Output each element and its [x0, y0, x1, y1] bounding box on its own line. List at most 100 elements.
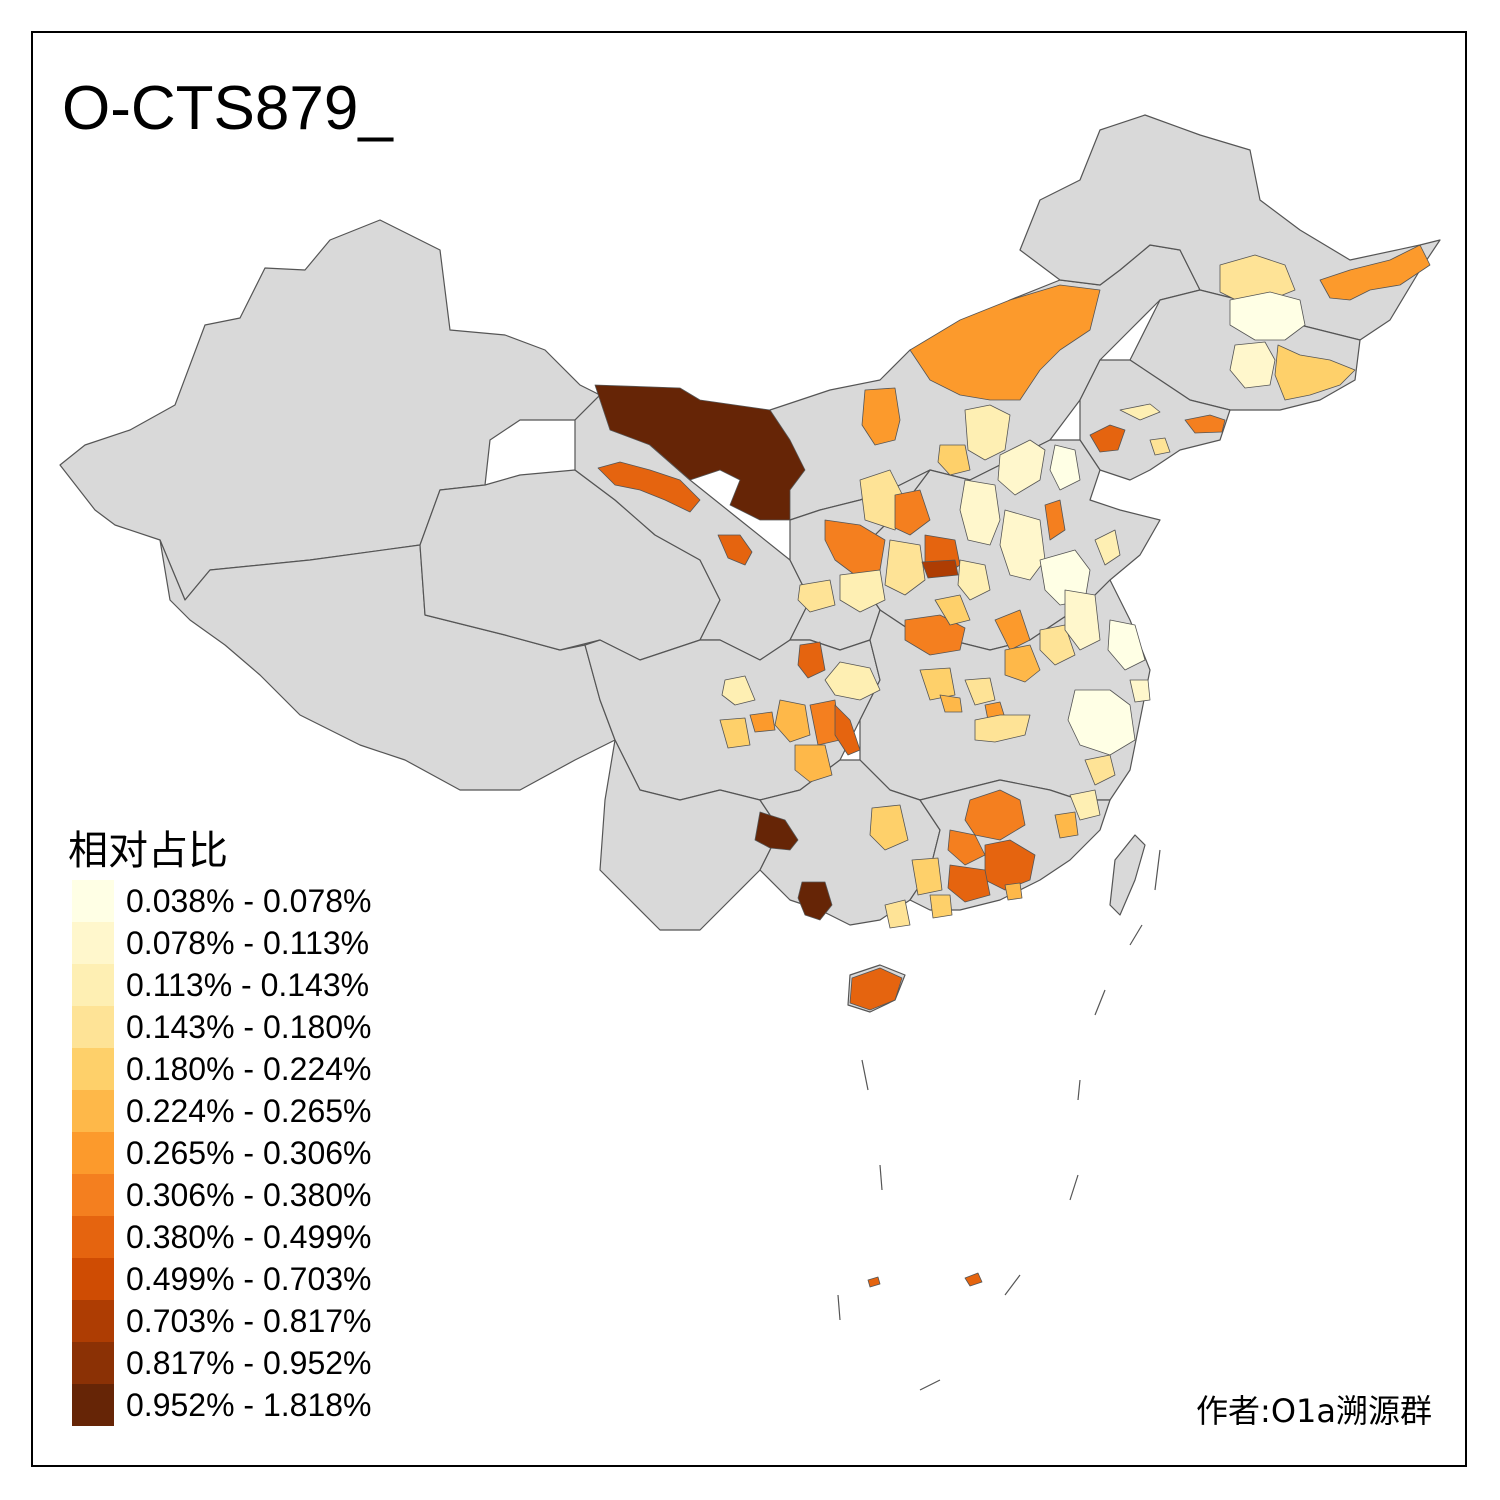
- prefecture-ne-3: [1229, 291, 1306, 341]
- prefecture-sx-7: [957, 559, 991, 601]
- prefecture-sc-9: [794, 744, 833, 783]
- prefecture-sc-2: [824, 661, 881, 701]
- prefecture-nc-4: [959, 479, 1001, 546]
- prefecture-nc-8: [1094, 529, 1121, 566]
- legend-row: 0.143% - 0.180%: [72, 1006, 372, 1048]
- map-frame: [31, 31, 1467, 1467]
- prefecture-hn-2: [934, 594, 971, 626]
- prefecture-im-1: [861, 387, 901, 446]
- prefecture-sx-8: [797, 579, 836, 613]
- legend-swatch: [72, 1174, 114, 1216]
- prefecture-sc-6: [774, 699, 811, 743]
- legend-row: 0.113% - 0.143%: [72, 964, 372, 1006]
- prefecture-gs-1: [597, 461, 701, 513]
- prefecture-hn-8: [964, 677, 996, 706]
- prefecture-fj-2: [1069, 789, 1101, 821]
- prefecture-yn-2: [797, 881, 833, 921]
- prefecture-fj-1: [1084, 754, 1116, 786]
- legend-swatch: [72, 922, 114, 964]
- map-title: O-CTS879_: [62, 74, 393, 143]
- prefecture-sc-4: [719, 717, 751, 749]
- prefecture-gx-4: [884, 899, 911, 929]
- legend-label: 0.265% - 0.306%: [126, 1135, 372, 1171]
- legend-swatch: [72, 1132, 114, 1174]
- legend-swatch: [72, 1006, 114, 1048]
- legend-row: 0.380% - 0.499%: [72, 1216, 372, 1258]
- prefecture-hainan: [849, 967, 903, 1011]
- prefecture-ec-3: [1129, 679, 1151, 703]
- legend-row: 0.078% - 0.113%: [72, 922, 372, 964]
- legend-swatch: [72, 1342, 114, 1384]
- prefecture-gs-2: [717, 534, 753, 566]
- prefecture-sc-5: [749, 711, 776, 733]
- prefecture-sc-3: [721, 675, 756, 706]
- prefecture-island-2: [867, 1276, 881, 1288]
- prefecture-ln-4: [1149, 437, 1171, 456]
- prefecture-hn-7: [919, 667, 956, 701]
- prefecture-hn-5: [1039, 624, 1076, 666]
- prefecture-island: [964, 1272, 983, 1287]
- prefecture-gx-1: [869, 804, 909, 851]
- prefecture-ln-1: [1089, 424, 1126, 453]
- legend-swatch: [72, 1216, 114, 1258]
- prefecture-nc-5: [1044, 499, 1066, 541]
- prefecture-hn-6: [1064, 589, 1101, 651]
- region-yunnan: [599, 739, 781, 931]
- legend-label: 0.952% - 1.818%: [126, 1387, 372, 1423]
- prefecture-ec-2: [1107, 619, 1146, 671]
- prefecture-nc-9: [937, 444, 971, 476]
- legend-swatch: [72, 1090, 114, 1132]
- legend-label: 0.306% - 0.380%: [126, 1177, 372, 1213]
- legend-label: 0.224% - 0.265%: [126, 1093, 372, 1129]
- legend-label: 0.817% - 0.952%: [126, 1345, 372, 1381]
- legend-label: 0.078% - 0.113%: [126, 925, 370, 961]
- colored-prefectures: [594, 244, 1431, 1288]
- prefecture-sx-9: [839, 569, 886, 613]
- prefecture-hn-9: [939, 694, 963, 713]
- region-taiwan: [1109, 834, 1146, 916]
- prefecture-nc-2: [997, 439, 1046, 496]
- prefecture-sc-8: [834, 704, 861, 756]
- prefecture-nc-1: [964, 404, 1011, 461]
- prefecture-ln-3: [1119, 403, 1161, 421]
- legend-swatch: [72, 1300, 114, 1342]
- prefecture-sx-2: [894, 489, 931, 536]
- legend-swatch: [72, 1048, 114, 1090]
- legend-swatch: [72, 1384, 114, 1426]
- legend: 0.038% - 0.078% 0.078% - 0.113% 0.113% - 0…: [72, 880, 372, 1426]
- legend-label: 0.143% - 0.180%: [126, 1009, 372, 1045]
- prefecture-gd-2: [947, 829, 986, 866]
- prefecture-fj-3: [1054, 811, 1079, 839]
- sea-boundaries: [837, 849, 1161, 1391]
- legend-label: 0.180% - 0.224%: [126, 1051, 372, 1087]
- legend-label: 0.703% - 0.817%: [126, 1303, 372, 1339]
- legend-swatch: [72, 964, 114, 1006]
- prefecture-gx-2: [911, 857, 943, 896]
- legend-label: 0.499% - 0.703%: [126, 1261, 372, 1297]
- legend-row: 0.952% - 1.818%: [72, 1384, 372, 1426]
- prefecture-gd-1: [964, 789, 1026, 841]
- legend-title: 相对占比: [68, 828, 228, 874]
- legend-swatch: [72, 1258, 114, 1300]
- prefecture-ne-4: [1229, 341, 1276, 389]
- legend-row: 0.499% - 0.703%: [72, 1258, 372, 1300]
- prefecture-sc-10: [974, 714, 1031, 743]
- prefecture-yn-1: [754, 811, 799, 851]
- prefecture-sx-4: [884, 539, 926, 596]
- legend-swatch: [72, 880, 114, 922]
- prefecture-gd-5: [1004, 882, 1023, 901]
- prefecture-gx-3: [929, 894, 953, 919]
- prefecture-nc-6: [999, 509, 1046, 581]
- prefecture-hn-3: [994, 609, 1031, 651]
- prefecture-alxa: [594, 384, 806, 521]
- author-credit: 作者:O1a溯源群: [1196, 1392, 1432, 1430]
- prefecture-gd-4: [947, 864, 991, 903]
- prefecture-sc-1: [797, 641, 826, 679]
- legend-row: 0.306% - 0.380%: [72, 1174, 372, 1216]
- legend-row: 0.038% - 0.078%: [72, 880, 372, 922]
- prefecture-hulunbuir: [909, 284, 1101, 401]
- region-tibet: [159, 539, 616, 791]
- legend-label: 0.380% - 0.499%: [126, 1219, 372, 1255]
- legend-row: 0.703% - 0.817%: [72, 1300, 372, 1342]
